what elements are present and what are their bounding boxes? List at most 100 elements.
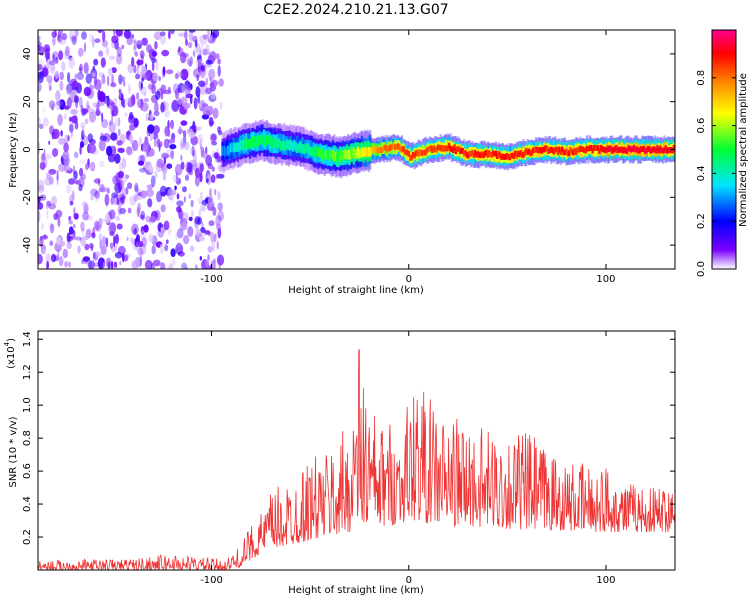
noise-speck — [136, 39, 143, 45]
track-cell — [471, 149, 474, 156]
noise-speck — [205, 44, 210, 55]
track-cell — [475, 151, 478, 158]
noise-speck — [205, 87, 213, 95]
noise-speck — [76, 72, 84, 80]
track-cell — [272, 137, 275, 147]
noise-speck — [63, 105, 70, 110]
track-cell — [398, 144, 401, 150]
noise-speck — [127, 83, 131, 95]
noise-speck — [38, 202, 44, 210]
noise-speck — [60, 130, 63, 137]
noise-speck — [38, 35, 41, 41]
track-cell — [540, 148, 543, 154]
noise-speck — [114, 251, 123, 259]
noise-speck — [113, 261, 118, 268]
noise-speck — [139, 50, 145, 59]
snr-ylabel: SNR (10 * v/v) — [8, 416, 19, 487]
track-cell — [250, 138, 253, 148]
track-cell — [296, 143, 299, 153]
noise-speck — [154, 101, 159, 114]
track-cell — [469, 151, 473, 157]
noise-speck — [81, 108, 89, 114]
noise-speck — [72, 165, 76, 175]
track-cell — [336, 153, 339, 163]
noise-speck — [116, 46, 122, 57]
noise-speck — [82, 211, 89, 221]
track-cell — [489, 151, 492, 158]
noise-speck — [73, 206, 76, 216]
noise-speck — [158, 141, 161, 152]
noise-speck — [106, 95, 110, 108]
x-tick-label: 100 — [596, 575, 615, 586]
colorbar-tick-label: 0.6 — [696, 118, 707, 134]
colorbar-ticks: 0.0 0.2 0.4 0.6 0.8 — [696, 70, 736, 277]
noise-speck — [67, 134, 70, 142]
track-cell — [514, 150, 517, 157]
track-cell — [399, 146, 402, 152]
track-cell — [652, 146, 655, 153]
track-cell — [236, 142, 239, 152]
track-cell — [544, 145, 547, 151]
noise-speck — [185, 93, 194, 99]
noise-speck — [198, 235, 205, 242]
track-cell — [235, 142, 238, 152]
noise-speck — [115, 216, 120, 221]
track-cell — [242, 140, 245, 151]
noise-speck — [131, 238, 134, 246]
spectrogram-panel: -100 0 100 -40 -20 0 20 40 Height of straight l… — [8, 29, 676, 296]
noise-speck — [185, 160, 188, 169]
track-cell — [345, 150, 349, 160]
noise-speck — [56, 236, 62, 245]
track-cell — [654, 147, 658, 154]
noise-speck — [64, 113, 67, 120]
noise-speck — [90, 195, 94, 201]
noise-speck — [218, 258, 221, 269]
noise-speck — [109, 222, 117, 234]
snr-scale-factor: (x104) — [3, 338, 17, 369]
noise-speck — [142, 165, 147, 171]
noise-speck — [43, 248, 46, 255]
noise-speck — [216, 240, 219, 250]
noise-speck — [164, 126, 170, 137]
noise-speck — [168, 30, 171, 40]
noise-speck — [212, 206, 217, 216]
noise-speck — [117, 205, 122, 216]
chart-title: C2E2.2024.210.21.13.G07 — [263, 2, 448, 18]
noise-speck — [217, 65, 221, 77]
noise-speck — [199, 163, 204, 173]
noise-speck — [138, 136, 143, 147]
noise-speck — [172, 258, 176, 266]
noise-speck — [145, 113, 150, 122]
track-cell — [446, 145, 449, 152]
noise-speck — [152, 125, 160, 134]
noise-speck — [143, 92, 147, 97]
noise-speck — [187, 41, 193, 49]
noise-speck — [210, 133, 217, 144]
noise-speck — [140, 229, 147, 240]
noise-speck — [89, 161, 96, 172]
track-cell — [366, 147, 369, 157]
noise-speck — [191, 209, 194, 219]
track-cell — [579, 145, 582, 152]
noise-speck — [54, 70, 60, 79]
colorbar-gradient — [711, 29, 737, 270]
track-cell — [500, 154, 503, 160]
noise-speck — [151, 50, 158, 57]
noise-speck — [162, 170, 167, 181]
track-cell — [380, 147, 383, 153]
noise-speck — [46, 200, 52, 207]
track-cell — [558, 146, 561, 153]
track-cell — [413, 152, 416, 159]
noise-speck — [156, 190, 163, 203]
track-cell — [243, 139, 246, 149]
noise-speck — [127, 182, 133, 190]
track-cell — [534, 146, 538, 153]
noise-speck — [63, 142, 69, 153]
noise-speck — [196, 50, 201, 57]
noise-speck — [151, 83, 156, 95]
track-cell — [594, 145, 597, 157]
noise-speck — [217, 227, 222, 239]
noise-speck — [187, 226, 194, 237]
noise-speck — [49, 63, 56, 75]
track-cell — [282, 140, 285, 150]
